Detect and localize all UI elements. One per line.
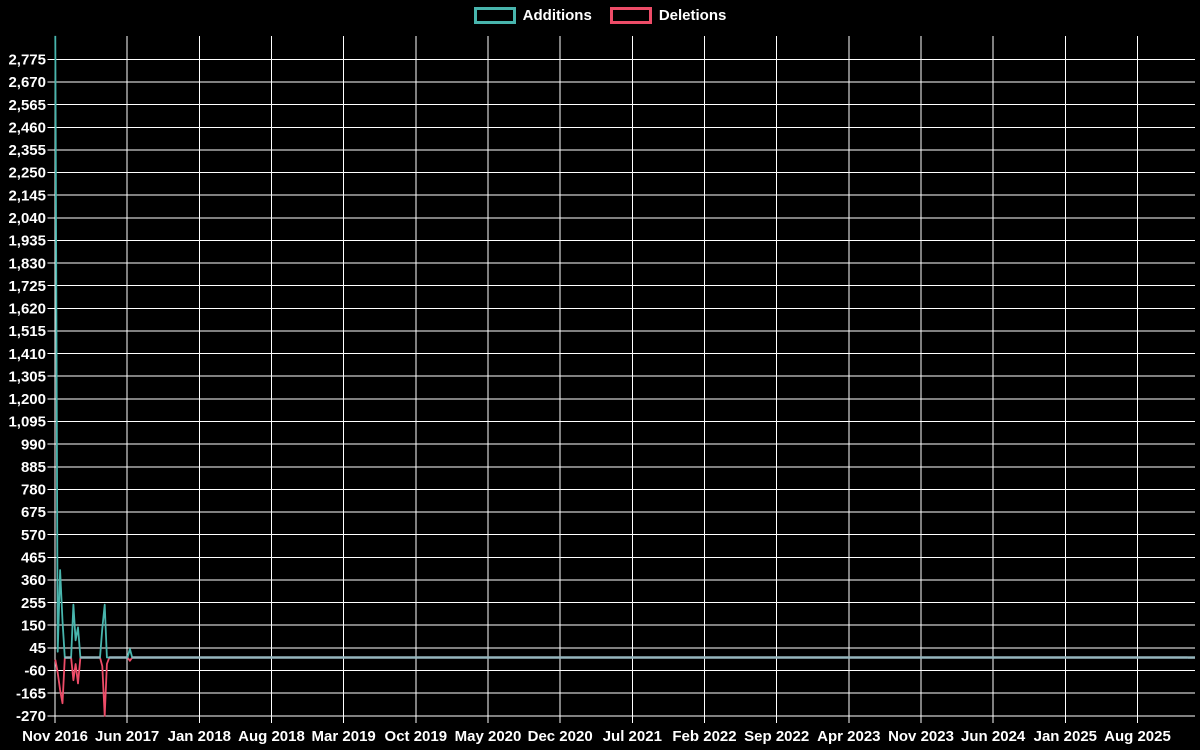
y-axis-tick-label: 2,460 <box>8 119 46 136</box>
y-axis-tick-label: 990 <box>21 436 46 453</box>
x-axis-tick-label: Nov 2016 <box>22 728 88 745</box>
y-axis-tick-label: 2,355 <box>8 142 46 159</box>
x-axis-tick-label: Apr 2023 <box>817 728 880 745</box>
y-axis-tick-label: 2,775 <box>8 52 46 69</box>
x-axis-tick-label: May 2020 <box>455 728 522 745</box>
x-axis-tick-label: Aug 2018 <box>238 728 305 745</box>
y-axis-tick-label: 1,095 <box>8 414 46 431</box>
y-axis-tick-label: 885 <box>21 459 46 476</box>
y-axis-tick-label: 2,145 <box>8 187 46 204</box>
y-axis-tick-label: -60 <box>24 663 46 680</box>
deletions-swatch-icon <box>609 7 652 24</box>
y-axis-tick-label: 2,040 <box>8 210 46 227</box>
y-axis-tick-label: 255 <box>21 595 46 612</box>
additions-swatch-icon <box>473 7 516 24</box>
y-axis-tick-label: 360 <box>21 572 46 589</box>
x-axis-tick-label: Feb 2022 <box>672 728 736 745</box>
legend-label-deletions: Deletions <box>658 7 727 24</box>
y-axis-tick-label: -270 <box>16 708 46 725</box>
y-axis-tick-label: 1,620 <box>8 301 46 318</box>
x-axis-tick-label: Jan 2025 <box>1034 728 1097 745</box>
x-axis-tick-label: Dec 2020 <box>528 728 593 745</box>
y-axis-tick-label: 675 <box>21 504 46 521</box>
y-axis-tick-label: 2,250 <box>8 165 46 182</box>
y-axis-tick-label: 1,410 <box>8 346 46 363</box>
x-axis-tick-label: Mar 2019 <box>312 728 376 745</box>
y-axis-tick-label: 1,830 <box>8 255 46 272</box>
y-axis-tick-label: 780 <box>21 482 46 499</box>
y-axis-tick-label: 465 <box>21 550 46 567</box>
x-axis-tick-label: Jun 2017 <box>95 728 159 745</box>
legend-label-additions: Additions <box>522 7 592 24</box>
x-axis-tick-label: Oct 2019 <box>385 728 448 745</box>
x-axis-tick-label: Jul 2021 <box>603 728 662 745</box>
y-axis-tick-label: 570 <box>21 527 46 544</box>
x-axis-tick-label: Jan 2018 <box>168 728 231 745</box>
y-axis-tick-label: 2,670 <box>8 74 46 91</box>
y-axis-tick-label: 45 <box>29 640 46 657</box>
legend-item-additions[interactable]: Additions <box>473 7 592 24</box>
y-axis-tick-label: -165 <box>16 685 46 702</box>
y-axis-tick-label: 1,515 <box>8 323 46 340</box>
legend: Additions Deletions <box>0 7 1200 24</box>
y-axis-tick-label: 1,305 <box>8 368 46 385</box>
x-axis-tick-label: Sep 2022 <box>744 728 809 745</box>
y-axis-tick-label: 2,565 <box>8 97 46 114</box>
x-axis-tick-label: Jun 2024 <box>961 728 1026 745</box>
y-axis-tick-label: 1,725 <box>8 278 46 295</box>
y-axis-tick-label: 1,935 <box>8 233 46 250</box>
legend-item-deletions[interactable]: Deletions <box>609 7 727 24</box>
x-axis-tick-label: Aug 2025 <box>1104 728 1171 745</box>
x-axis-tick-label: Nov 2023 <box>888 728 954 745</box>
y-axis-tick-label: 1,200 <box>8 391 46 408</box>
y-axis-tick-label: 150 <box>21 617 46 634</box>
